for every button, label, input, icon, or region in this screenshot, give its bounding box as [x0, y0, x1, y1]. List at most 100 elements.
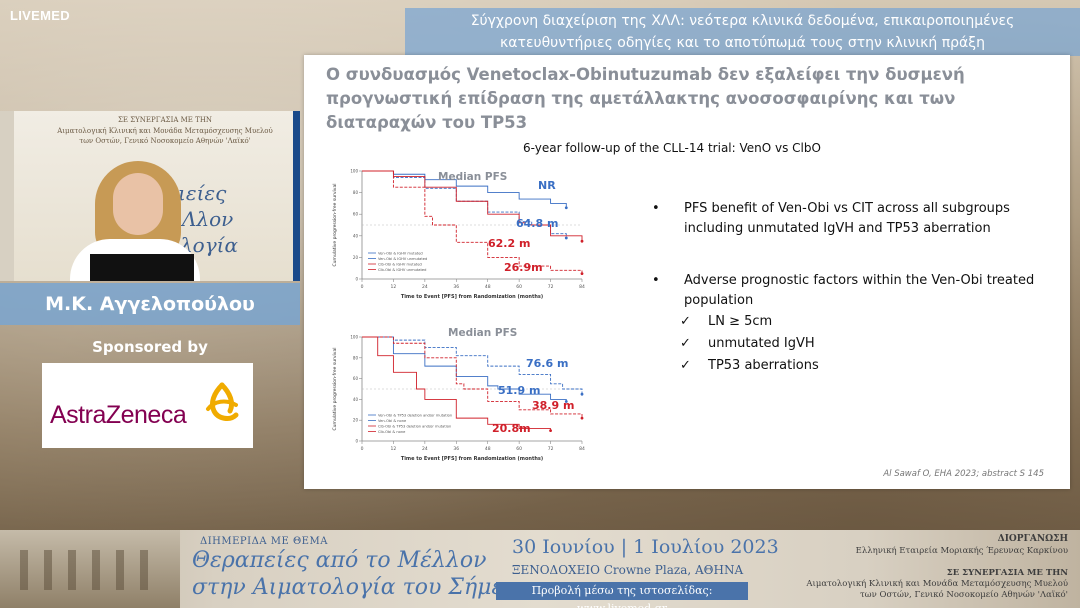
check-icon: ✓ — [680, 314, 691, 329]
chart1-label-clb-mut: 62.2 m — [488, 237, 531, 250]
km-curve-series-3 — [362, 336, 583, 419]
banner-org: Ελληνική Εταιρεία Μοριακής Έρευνας Καρκί… — [855, 546, 1068, 556]
bullet-dot: • — [652, 201, 660, 216]
km-curve-series-0 — [362, 170, 567, 208]
speaker-name: Μ.Κ. Αγγελοπούλου — [0, 283, 300, 325]
km-plot-tp53: Median PFS 0 12 24 36 48 60 72 84 0 20 40 60 80 100 Ti… — [328, 327, 592, 473]
y-tick-label: 20 — [353, 418, 359, 423]
banner-stream-link[interactable]: Προβολή μέσω της ιστοσελίδας: www.liveme… — [496, 582, 748, 608]
bullet-dot: • — [652, 273, 660, 288]
x-tick-label: 24 — [422, 284, 428, 290]
stage-backdrop-big-2: Λλον — [182, 207, 234, 231]
video-frame-right — [293, 111, 300, 281]
chart2-label-clb-tp53: 20.8m — [492, 422, 531, 435]
legend-entry: Ven-Obi & IGHV mutated — [378, 252, 423, 256]
banner-date: 30 Ιουνίου | 1 Ιουλίου 2023 — [512, 536, 779, 558]
km-curve-end-marker — [564, 400, 568, 403]
x-tick-label: 60 — [516, 284, 522, 290]
banner-collab-2: των Οστών, Γενικό Νοσοκομείο Αθηνών 'Λαϊ… — [859, 590, 1068, 600]
km-curve-end-marker — [564, 206, 568, 210]
km-curve-series-2 — [362, 170, 583, 242]
y-axis-label: Cumulative progression-free survival — [332, 348, 338, 431]
y-tick-label: 80 — [353, 355, 359, 360]
legend-entry: Clb-Obi & IGHV mutated — [378, 263, 422, 267]
check-item-1-text: LN ≥ 5cm — [708, 314, 773, 329]
y-tick-label: 0 — [355, 277, 358, 282]
speaker-video: ΣΕ ΣΥΝΕΡΓΑΣΙΑ ΜΕ ΤΗΝ Αιματολογική Κλινικ… — [0, 111, 300, 281]
km-curve-series-1 — [362, 336, 583, 395]
banner-collab-1: Αιματολογική Κλινική και Μονάδα Μεταμόσχ… — [806, 579, 1068, 589]
x-tick-label: 84 — [579, 446, 585, 452]
y-tick-label: 100 — [350, 169, 358, 174]
check-item-2-text: unmutated IgVH — [708, 336, 815, 351]
km-curve-series-2 — [362, 336, 552, 431]
chart2-label-ven-none: 76.6 m — [526, 357, 569, 370]
laptop — [90, 254, 194, 281]
legend-entry: Ven-Obi & IGHV unmutated — [378, 257, 427, 261]
theatre-image — [0, 530, 180, 608]
km-curve-series-3 — [362, 170, 583, 274]
video-frame-left — [0, 111, 14, 281]
event-banner: ΔΙΗΜΕΡΙΔΑ ΜΕ ΘΕΜΑ Θεραπείες από το Μέλλο… — [0, 530, 1080, 608]
chart1-label-ven-unmut: 64.8 m — [516, 217, 559, 230]
stage-backdrop-big-1: ιείες — [178, 181, 227, 205]
km-curve-end-marker — [580, 272, 584, 275]
chart2-svg: 0 12 24 36 48 60 72 84 0 20 40 60 80 100 Time to Event… — [332, 335, 585, 463]
banner-org-label: ΔΙΟΡΓΑΝΩΣΗ — [997, 534, 1068, 544]
stage-backdrop-text-2: Αιματολογική Κλινική και Μονάδα Μεταμόσχ… — [57, 127, 273, 135]
y-tick-label: 60 — [353, 376, 359, 381]
banner-subtitle: ΔΙΗΜΕΡΙΔΑ ΜΕ ΘΕΜΑ — [200, 536, 328, 547]
bullet-1-text: PFS benefit of Ven-Obi vs CIT across all… — [684, 201, 1010, 236]
y-tick-label: 40 — [353, 233, 359, 238]
x-tick-label: 0 — [361, 446, 364, 452]
sponsor-logo-box: AstraZeneca — [42, 363, 253, 448]
y-axis-label: Cumulative progression-free survival — [332, 184, 338, 267]
x-tick-label: 48 — [485, 284, 491, 290]
y-tick-label: 80 — [353, 190, 359, 195]
chart1-label-nr: NR — [538, 179, 556, 192]
citation: Al Sawaf O, EHA 2023; abstract S 145 — [883, 469, 1044, 479]
slide-subtitle: 6-year follow-up of the CLL-14 trial: Ve… — [523, 141, 821, 155]
chart1-title: Median PFS — [438, 171, 508, 183]
check-item-3-text: TP53 aberrations — [708, 358, 819, 373]
x-tick-label: 60 — [516, 446, 522, 452]
y-tick-label: 100 — [350, 335, 358, 340]
km-curve-series-0 — [362, 336, 567, 402]
session-title-band: Σύγχρονη διαχείριση της ΧΛΛ: νεότερα κλι… — [405, 8, 1080, 56]
session-title-line2: κατευθυντήριες οδηγίες και το αποτύπωμά … — [500, 35, 985, 51]
presentation-slide: Ο συνδυασμός Venetoclax-Obinutuzumab δεν… — [304, 55, 1070, 489]
astrazeneca-symbol-icon — [206, 382, 239, 421]
check-icon: ✓ — [680, 358, 691, 373]
banner-collab-label: ΣΕ ΣΥΝΕΡΓΑΣΙΑ ΜΕ ΤΗΝ — [946, 568, 1068, 578]
bullet-2-text: Adverse prognostic factors within the Ve… — [684, 273, 1035, 308]
km-curve-end-marker — [580, 392, 584, 396]
banner-title-1: Θεραπείες από το Μέλλον — [192, 548, 487, 573]
x-tick-label: 12 — [391, 446, 397, 452]
chart1-label-clb-unmut: 26.9m — [504, 261, 543, 274]
y-tick-label: 60 — [353, 212, 359, 217]
livemed-logo: LIVEMED — [10, 8, 70, 23]
km-curve-end-marker — [580, 416, 584, 420]
x-tick-label: 36 — [453, 284, 459, 290]
banner-title-2: στην Αιματολογία του Σήμερα — [192, 575, 532, 600]
speaker-face — [113, 173, 163, 235]
x-tick-label: 36 — [453, 446, 459, 452]
sponsor-label: Sponsored by — [92, 338, 208, 356]
x-tick-label: 24 — [422, 446, 428, 452]
x-tick-label: 72 — [548, 446, 554, 452]
x-tick-label: 84 — [579, 284, 585, 290]
chart2-label-ven-tp53: 51.9 m — [498, 384, 541, 397]
stage-backdrop-text-1: ΣΕ ΣΥΝΕΡΓΑΣΙΑ ΜΕ ΤΗΝ — [117, 116, 213, 124]
banner-venue: ΞΕΝΟΔΟΧΕΙΟ Crowne Plaza, ΑΘΗΝΑ — [512, 563, 744, 577]
x-axis-label: Time to Event [PFS] from Randomization (… — [401, 456, 543, 462]
x-tick-label: 12 — [391, 284, 397, 290]
sponsor-logo-text: AstraZeneca — [50, 401, 187, 429]
x-tick-label: 48 — [485, 446, 491, 452]
y-tick-label: 40 — [353, 397, 359, 402]
chart1-svg: 0 12 24 36 48 60 72 84 0 20 40 60 80 100 Time to Event… — [332, 169, 585, 301]
y-tick-label: 0 — [355, 439, 358, 444]
chart2-label-clb-none: 38.9 m — [532, 399, 575, 412]
y-tick-label: 20 — [353, 255, 359, 260]
km-curve-end-marker — [564, 236, 568, 240]
legend-entry: Clb-Obi & none — [378, 430, 406, 434]
